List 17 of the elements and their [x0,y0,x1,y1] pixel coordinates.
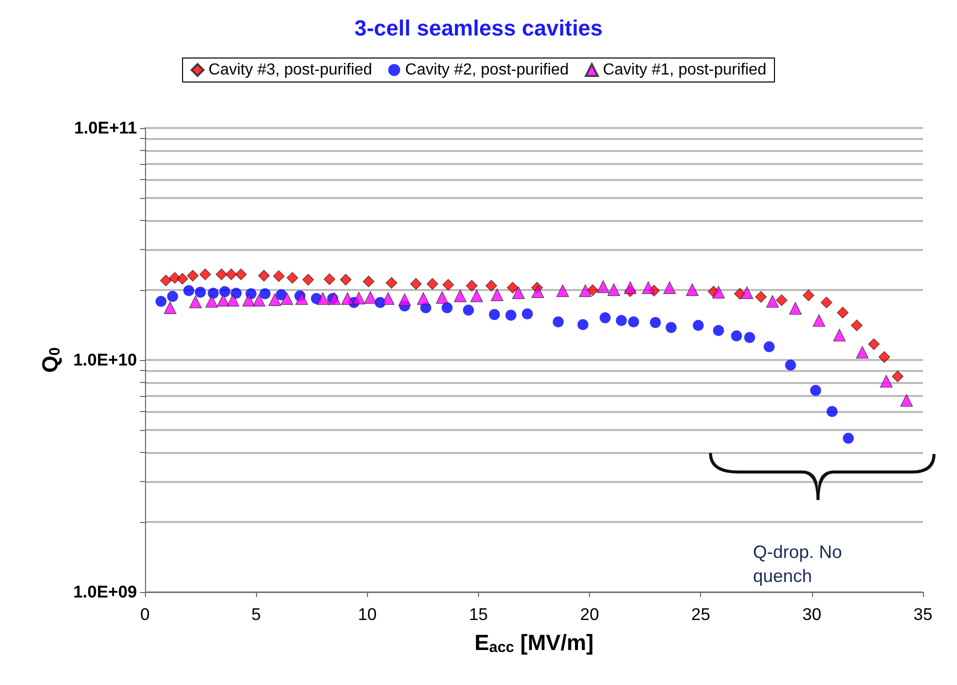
chart-title: 3-cell seamless cavities [354,16,603,40]
annotation: Q-drop. No quench [753,542,848,586]
x-tick-label: 0 [140,605,150,624]
x-tick-label: 5 [251,605,261,624]
x-tick-label: 35 [914,605,932,624]
x-tick-label: 20 [580,605,600,624]
legend-label: Cavity #2, post-purified [405,62,569,78]
y-tick-label: 1.0E+09 [73,582,137,602]
legend-label: Cavity #1, post-purified [602,62,766,78]
y-tick-label: 1.0E+11 [74,118,137,138]
x-tick-label: 15 [468,605,488,624]
y-axis-title: Q0 [37,347,64,373]
y-tick-label: 1.0E+10 [73,350,137,370]
x-tick-label: 10 [358,605,377,624]
x-tick-label: 30 [802,605,822,624]
x-tick-label: 25 [691,605,710,624]
legend-label: Cavity #3, post-purified [208,62,372,78]
